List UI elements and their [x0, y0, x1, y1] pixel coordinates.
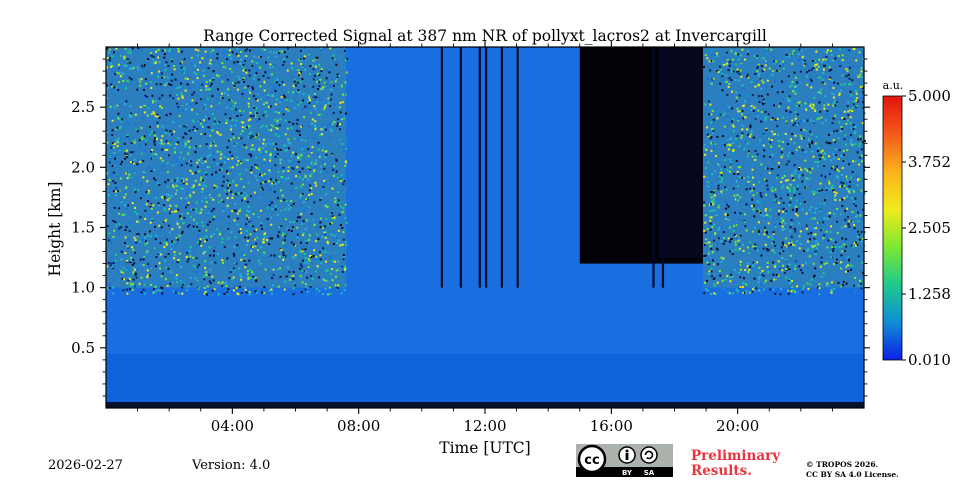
- signal-gap: [500, 47, 503, 288]
- cc-icon: [577, 444, 607, 474]
- y-axis-label: Height [km]: [46, 182, 64, 277]
- colorbar-tick-label: 3.752: [908, 153, 951, 171]
- copyright-line-1: © TROPOS 2026.: [806, 460, 879, 469]
- x-tick-label: 16:00: [590, 417, 633, 435]
- ground-band: [106, 401, 864, 408]
- chart-title: Range Corrected Signal at 387 nm NR of p…: [203, 27, 767, 45]
- y-tick-label: 2.5: [71, 98, 95, 116]
- x-tick-label: 04:00: [211, 417, 254, 435]
- plot-axes: 04:00 08:00 12:00 16:00 20:00 0.5 1.0 1.5 2.0 2.5: [71, 41, 870, 435]
- no-signal-afternoon: [579, 47, 703, 264]
- colorbar-tick-label: 1.258: [908, 285, 951, 303]
- colorbar: 5.000 3.752 2.505 1.258 0.010: [882, 87, 951, 369]
- sa-label: SA: [644, 469, 655, 477]
- signal-gap: [440, 47, 443, 288]
- signal-gap: [661, 47, 665, 288]
- footer-date: 2026-02-27: [48, 458, 123, 473]
- signal-gap: [459, 47, 462, 288]
- y-tick-label: 1.5: [71, 219, 95, 237]
- copyright-notice: © TROPOS 2026. CC BY SA 4.0 License.: [806, 460, 899, 480]
- y-tick-label: 2.0: [71, 158, 95, 176]
- cc-license-badge: cc BY SA: [576, 444, 673, 477]
- cc-icon-label: cc: [584, 453, 599, 468]
- x-tick-label: 20:00: [716, 417, 759, 435]
- colorbar-tick-label: 2.505: [908, 219, 951, 237]
- preliminary-notice: Preliminary Results.: [691, 449, 780, 479]
- copyright-line-2: CC BY SA 4.0 License.: [806, 470, 899, 479]
- preliminary-line-1: Preliminary: [691, 448, 781, 464]
- preliminary-line-2: Results.: [691, 463, 752, 479]
- colorbar-unit: a.u.: [883, 79, 904, 92]
- share-alike-icon: [640, 446, 658, 464]
- colorbar-tick-label: 5.000: [908, 87, 951, 105]
- colorbar-tick-label: 0.010: [908, 351, 951, 369]
- signal-gap: [516, 47, 519, 288]
- noisy-sky-evening: [702, 47, 866, 296]
- noisy-sky-morning: [106, 47, 349, 296]
- y-tick-label: 1.0: [71, 279, 95, 297]
- x-axis-label: Time [UTC]: [439, 439, 530, 457]
- signal-gap: [478, 47, 481, 288]
- boundary-layer-band: [106, 353, 864, 402]
- heatmap-area: [106, 47, 866, 408]
- x-tick-label: 12:00: [463, 417, 506, 435]
- signal-gap: [652, 47, 655, 288]
- colorbar-gradient: [882, 95, 903, 361]
- signal-gap: [485, 47, 488, 288]
- by-label: BY: [622, 469, 633, 477]
- y-tick-label: 0.5: [71, 339, 95, 357]
- footer-version: Version: 4.0: [192, 458, 271, 473]
- x-tick-label: 08:00: [337, 417, 380, 435]
